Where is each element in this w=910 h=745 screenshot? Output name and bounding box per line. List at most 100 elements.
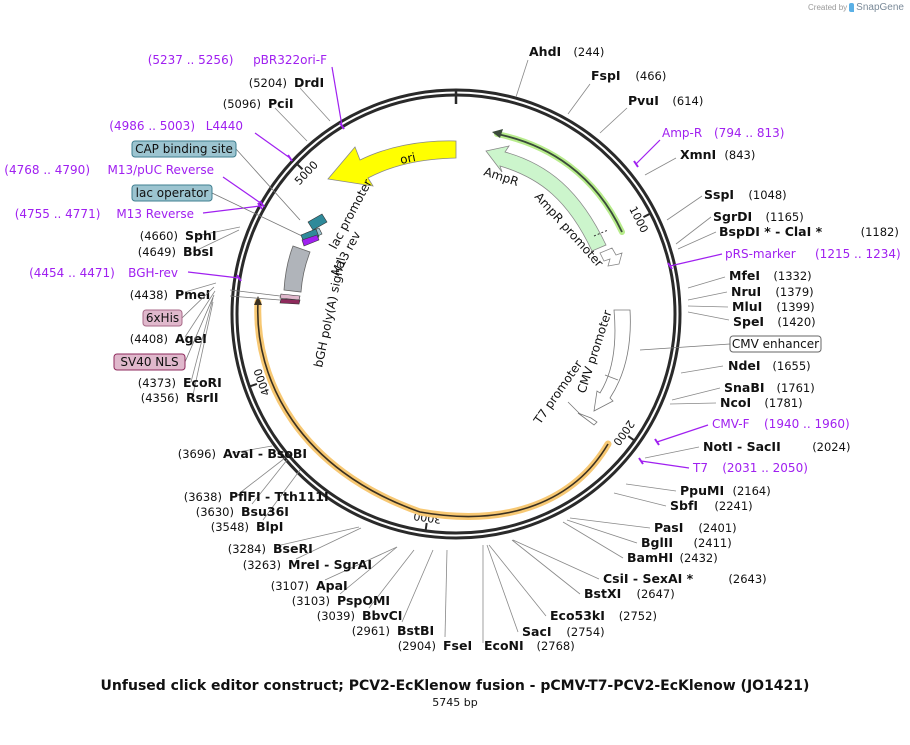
enzyme-position: (2164) xyxy=(733,484,771,498)
enzyme-site[interactable]: BlpI (3548) xyxy=(211,519,284,534)
enzyme-site[interactable]: PmeI (4438) xyxy=(130,287,211,302)
enzyme-site[interactable]: PflFI - Tth111I (3638) xyxy=(184,489,329,504)
enzyme-site[interactable]: Bsu36I (3630) xyxy=(196,504,289,519)
primer-label: M13 Reverse xyxy=(116,207,194,221)
enzyme-site[interactable]: NotI - SacII (2024) xyxy=(703,439,850,454)
restriction-sites[interactable]: AhdI (244) FspI (466) PvuI (614) XmnI (843) SspI… xyxy=(130,44,899,653)
enzyme-name: Bsu36I xyxy=(241,504,289,519)
primer-site[interactable]: T7 (2031 .. 2050) xyxy=(638,457,808,475)
enzyme-site[interactable]: NcoI (1781) xyxy=(720,395,803,410)
enzyme-site[interactable]: BbsI (4649) xyxy=(138,244,214,259)
enzyme-site[interactable]: AvaI - BsoBI (3696) xyxy=(178,446,307,461)
enzyme-site[interactable]: NruI (1379) xyxy=(731,284,814,299)
primer-range: (794 .. 813) xyxy=(714,126,784,140)
enzyme-position: (244) xyxy=(573,45,604,59)
enzyme-site[interactable]: ApaI (3107) xyxy=(271,578,348,593)
primer-sites[interactable]: pBR322ori-F (5237 .. 5256) L4440 (4986 .. 5… xyxy=(4,53,900,475)
enzyme-site[interactable]: SnaBI (1761) xyxy=(724,380,815,395)
enzyme-name: PflFI - Tth111I xyxy=(229,489,329,504)
plasmid-length: 5745 bp xyxy=(432,696,478,709)
feature-ori[interactable]: ori xyxy=(327,140,457,187)
enzyme-site[interactable]: EcoRI (4373) xyxy=(138,375,222,390)
enzyme-position: (1379) xyxy=(775,285,813,299)
primer-label: pRS-marker xyxy=(725,247,796,261)
enzyme-name: SspI xyxy=(704,187,734,202)
primer-site[interactable]: L4440 (4986 .. 5003) xyxy=(109,119,293,162)
enzyme-name: NotI - SacII xyxy=(703,439,781,454)
enzyme-position: (1761) xyxy=(777,381,815,395)
enzyme-site[interactable]: XmnI (843) xyxy=(680,147,755,162)
enzyme-site[interactable]: AgeI (4408) xyxy=(130,331,207,346)
enzyme-site[interactable]: MluI (1399) xyxy=(732,299,815,314)
enzyme-name: BglII xyxy=(641,535,673,550)
enzyme-site[interactable]: NdeI (1655) xyxy=(728,358,811,373)
enzyme-name: BspDI * - ClaI * xyxy=(719,224,823,239)
enzyme-position: (466) xyxy=(635,69,666,83)
primer-site[interactable]: M13 Reverse (4755 .. 4771) xyxy=(15,202,263,221)
enzyme-site[interactable]: BseRI (3284) xyxy=(228,541,313,556)
feature-cmv-promoter[interactable]: CMV promoter xyxy=(575,308,631,412)
enzyme-site[interactable]: PciI (5096) xyxy=(223,96,294,111)
tick-mark xyxy=(642,212,652,218)
enzyme-site[interactable]: DrdI (5204) xyxy=(249,75,324,90)
t7-promoter-label: T7 promoter xyxy=(530,358,585,428)
enzyme-site[interactable]: SbfI (2241) xyxy=(670,498,753,513)
primer-label: pBR322ori-F xyxy=(253,53,327,67)
feature-pcv2-ecklenow-cds[interactable] xyxy=(254,296,612,520)
enzyme-site[interactable]: PasI (2401) xyxy=(654,520,737,535)
enzyme-site[interactable]: Eco53kI (2752) xyxy=(550,608,657,623)
enzyme-site[interactable]: SphI (4660) xyxy=(140,228,217,243)
enzyme-position: (614) xyxy=(672,94,703,108)
enzyme-site[interactable]: RsrII (4356) xyxy=(141,390,219,405)
primer-site[interactable]: pBR322ori-F (5237 .. 5256) xyxy=(148,53,345,130)
enzyme-site[interactable]: FspI (466) xyxy=(591,68,666,83)
primer-range: (5237 .. 5256) xyxy=(148,53,234,67)
enzyme-site[interactable]: EcoNI (2768) xyxy=(484,638,575,653)
enzyme-site[interactable]: PvuI (614) xyxy=(628,93,703,108)
enzyme-position: (3630) xyxy=(196,505,234,519)
enzyme-site[interactable]: MreI - SgrAI (3263) xyxy=(243,557,372,572)
plasmid-backbone[interactable] xyxy=(230,88,682,540)
primer-site[interactable]: CMV-F (1940 .. 1960) xyxy=(654,417,850,446)
plasmid-title: Unfused click editor construct; PCV2-EcK… xyxy=(100,678,810,694)
snapgene-logo-icon xyxy=(849,3,855,12)
primer-label: Amp-R xyxy=(662,126,702,140)
enzyme-site[interactable]: SpeI (1420) xyxy=(733,314,816,329)
feature-label-box[interactable]: CAP binding site xyxy=(131,140,301,221)
enzyme-site[interactable]: SspI (1048) xyxy=(704,187,787,202)
enzyme-site[interactable]: FseI (2904) xyxy=(398,638,472,653)
enzyme-position: (1781) xyxy=(764,396,802,410)
enzyme-position: (2432) xyxy=(680,551,718,565)
enzyme-position: (2647) xyxy=(637,587,675,601)
enzyme-site[interactable]: MfeI (1332) xyxy=(729,268,812,283)
enzyme-site[interactable]: BbvCI (3039) xyxy=(317,608,403,623)
enzyme-site[interactable]: BspDI * - ClaI * (1182) xyxy=(719,224,899,239)
enzyme-site[interactable]: BglII (2411) xyxy=(641,535,732,550)
feature-callouts[interactable]: CAP binding site lac operator 6xHis SV40 NL… xyxy=(113,140,822,371)
primer-site[interactable]: Amp-R (794 .. 813) xyxy=(633,126,784,168)
primer-site[interactable]: BGH-rev (4454 .. 4471) xyxy=(29,266,242,282)
feature-bgh-polya[interactable]: bGH poly(A) signal xyxy=(279,245,348,369)
enzyme-site[interactable]: SacI (2754) xyxy=(522,624,605,639)
enzyme-site[interactable]: BstBI (2961) xyxy=(352,623,434,638)
enzyme-site[interactable]: BamHI (2432) xyxy=(627,550,718,565)
enzyme-position: (3039) xyxy=(317,609,355,623)
feature-label-box[interactable]: lac operator xyxy=(131,184,303,237)
enzyme-site[interactable]: PspOMI (3103) xyxy=(292,593,390,608)
primer-site[interactable]: pRS-marker (1215 .. 1234) xyxy=(667,247,901,270)
enzyme-name: XmnI xyxy=(680,147,716,162)
enzyme-position: (4438) xyxy=(130,288,168,302)
enzyme-site[interactable]: SgrDI (1165) xyxy=(713,209,804,224)
tick-mark xyxy=(627,435,636,442)
enzyme-name: BlpI xyxy=(256,519,283,534)
feature-label-box[interactable]: CMV enhancer xyxy=(639,335,822,353)
enzyme-site[interactable]: AhdI (244) xyxy=(529,44,604,59)
feature-label-box[interactable]: SV40 NLS xyxy=(113,294,215,371)
enzyme-site[interactable]: PpuMI (2164) xyxy=(680,483,771,498)
feature-label-box[interactable]: 6xHis xyxy=(142,286,215,327)
enzyme-site[interactable]: BstXI (2647) xyxy=(584,586,675,601)
primer-site[interactable]: M13/pUC Reverse (4768 .. 4790) xyxy=(4,163,265,208)
ampr-promoter-arrow xyxy=(599,247,623,267)
enzyme-site[interactable]: CsiI - SexAI * (2643) xyxy=(603,571,767,586)
